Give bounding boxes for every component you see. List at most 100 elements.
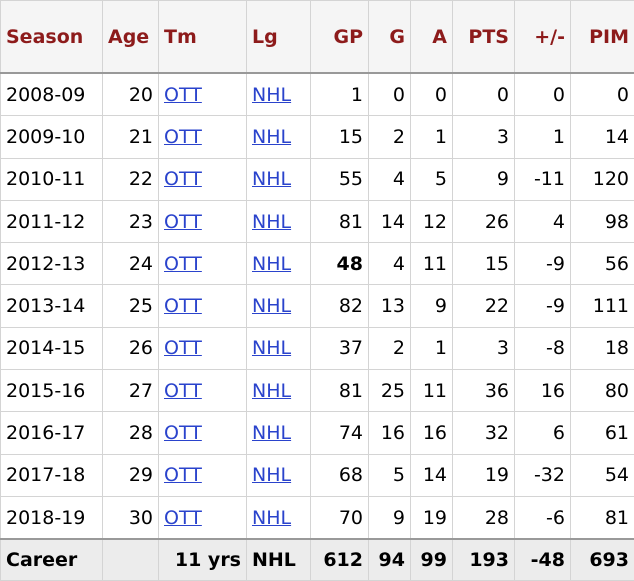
cell: 81	[311, 370, 369, 412]
cell: NHL	[247, 158, 311, 200]
cell: 14	[369, 200, 411, 242]
cell: 3	[453, 116, 515, 158]
cell: 2009-10	[1, 116, 103, 158]
cell: 14	[411, 454, 453, 496]
career-stat: 693	[571, 539, 634, 581]
cell: 5	[411, 158, 453, 200]
column-header[interactable]: +/-	[515, 1, 571, 74]
cell: 0	[571, 73, 634, 116]
cell: 4	[369, 243, 411, 285]
team-link[interactable]: OTT	[164, 211, 202, 233]
team-link[interactable]: OTT	[164, 422, 202, 444]
cell: 2014-15	[1, 327, 103, 369]
team-link[interactable]: OTT	[164, 168, 202, 190]
career-league: NHL	[247, 539, 311, 581]
cell: 22	[103, 158, 159, 200]
cell: OTT	[159, 158, 247, 200]
cell: 5	[369, 454, 411, 496]
column-header[interactable]: G	[369, 1, 411, 74]
column-header[interactable]: PTS	[453, 1, 515, 74]
cell: 2010-11	[1, 158, 103, 200]
league-link[interactable]: NHL	[252, 422, 291, 444]
column-header[interactable]: GP	[311, 1, 369, 74]
cell: 19	[411, 496, 453, 539]
column-header[interactable]: Tm	[159, 1, 247, 74]
team-link[interactable]: OTT	[164, 464, 202, 486]
column-header[interactable]: A	[411, 1, 453, 74]
cell: 74	[311, 412, 369, 454]
team-link[interactable]: OTT	[164, 337, 202, 359]
league-link[interactable]: NHL	[252, 337, 291, 359]
cell: 11	[411, 370, 453, 412]
cell: NHL	[247, 116, 311, 158]
team-link[interactable]: OTT	[164, 380, 202, 402]
cell: 0	[411, 73, 453, 116]
cell: 56	[571, 243, 634, 285]
cell: NHL	[247, 243, 311, 285]
cell: NHL	[247, 496, 311, 539]
cell: 37	[311, 327, 369, 369]
league-link[interactable]: NHL	[252, 507, 291, 529]
column-header[interactable]: Lg	[247, 1, 311, 74]
league-link[interactable]: NHL	[252, 253, 291, 275]
cell: 1	[411, 116, 453, 158]
league-link[interactable]: NHL	[252, 84, 291, 106]
cell: 28	[103, 412, 159, 454]
cell: OTT	[159, 200, 247, 242]
cell: 25	[369, 370, 411, 412]
cell: 2011-12	[1, 200, 103, 242]
cell: 120	[571, 158, 634, 200]
column-header[interactable]: Age	[103, 1, 159, 74]
team-link[interactable]: OTT	[164, 507, 202, 529]
league-link[interactable]: NHL	[252, 295, 291, 317]
cell: OTT	[159, 454, 247, 496]
cell: 16	[369, 412, 411, 454]
cell: NHL	[247, 327, 311, 369]
cell: 2018-19	[1, 496, 103, 539]
column-header[interactable]: PIM	[571, 1, 634, 74]
team-link[interactable]: OTT	[164, 253, 202, 275]
career-years: 11 yrs	[159, 539, 247, 581]
cell: OTT	[159, 285, 247, 327]
cell: 80	[571, 370, 634, 412]
league-link[interactable]: NHL	[252, 380, 291, 402]
cell: 12	[411, 200, 453, 242]
cell: 24	[103, 243, 159, 285]
league-link[interactable]: NHL	[252, 126, 291, 148]
team-link[interactable]: OTT	[164, 84, 202, 106]
cell: 0	[369, 73, 411, 116]
cell: OTT	[159, 73, 247, 116]
cell: OTT	[159, 116, 247, 158]
cell: 36	[453, 370, 515, 412]
team-link[interactable]: OTT	[164, 295, 202, 317]
cell: 3	[453, 327, 515, 369]
cell: 16	[515, 370, 571, 412]
cell: 2017-18	[1, 454, 103, 496]
cell: NHL	[247, 454, 311, 496]
cell: OTT	[159, 412, 247, 454]
league-link[interactable]: NHL	[252, 211, 291, 233]
cell: 70	[311, 496, 369, 539]
league-link[interactable]: NHL	[252, 464, 291, 486]
career-stat: -48	[515, 539, 571, 581]
cell: OTT	[159, 243, 247, 285]
cell: 98	[571, 200, 634, 242]
column-header[interactable]: Season	[1, 1, 103, 74]
cell: 81	[571, 496, 634, 539]
cell: -9	[515, 243, 571, 285]
career-label: Career	[1, 539, 103, 581]
team-link[interactable]: OTT	[164, 126, 202, 148]
cell: 48	[311, 243, 369, 285]
cell: 4	[369, 158, 411, 200]
cell: 2	[369, 327, 411, 369]
league-link[interactable]: NHL	[252, 168, 291, 190]
